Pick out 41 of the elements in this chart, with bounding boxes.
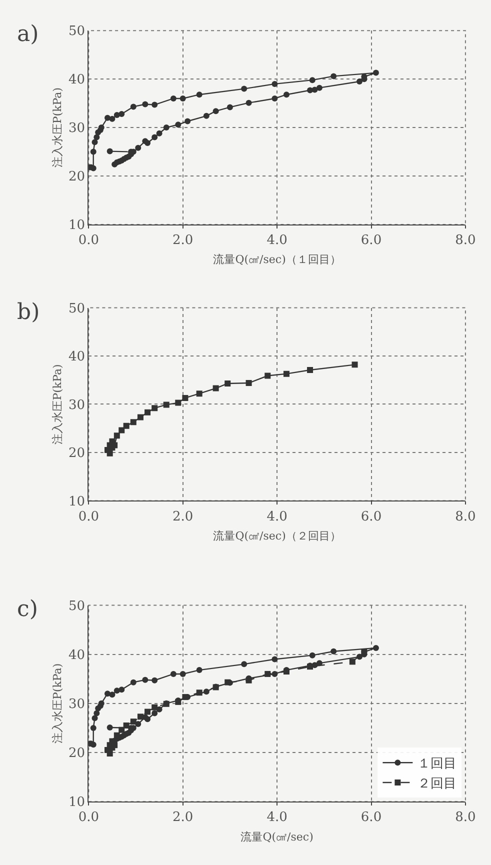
y-tick-label: 10: [68, 494, 86, 510]
y-tick-label: 30: [68, 696, 86, 712]
y-tick-label: 40: [68, 72, 86, 88]
y-tick-label: 20: [68, 746, 86, 762]
x-tick-label: 0.0: [78, 810, 99, 826]
y-tick-label: 10: [68, 795, 86, 810]
x-tick-label: 0.0: [78, 233, 99, 248]
y-tick-label: 20: [68, 446, 86, 462]
chart-title: a): [17, 22, 39, 47]
x-tick-label: 2.0: [172, 509, 194, 524]
x-axis-title: 流量Q(㎠/sec): [240, 830, 314, 844]
x-axis-title: 流量Q(㎠/sec)（２回目）: [213, 530, 341, 542]
y-tick-label: 30: [68, 121, 86, 136]
x-tick-label: 0.0: [78, 509, 99, 524]
x-tick-label: 8.0: [455, 509, 476, 524]
y-tick-label: 50: [68, 598, 86, 614]
chart-title: c): [17, 597, 38, 622]
y-tick-label: 30: [68, 398, 86, 413]
y-axis-title: 注入水圧P(kPa): [51, 87, 64, 168]
legend-label: １回目: [418, 756, 457, 772]
x-tick-label: 6.0: [360, 810, 382, 826]
y-tick-label: 50: [68, 301, 86, 316]
x-tick-label: 2.0: [172, 233, 194, 248]
legend-label: ２回目: [418, 776, 457, 792]
y-axis-title: 注入水圧P(kPa): [51, 364, 64, 444]
x-tick-label: 4.0: [266, 810, 288, 826]
x-tick-label: 6.0: [360, 509, 382, 524]
x-axis-title: 流量Q(㎠/sec)（１回目）: [213, 253, 341, 266]
y-tick-label: 50: [68, 24, 86, 40]
y-tick-label: 20: [68, 170, 86, 185]
x-tick-label: 6.0: [360, 233, 382, 248]
chart-title: b): [17, 300, 40, 325]
x-tick-label: 4.0: [266, 509, 288, 524]
y-tick-label: 40: [68, 350, 86, 365]
y-axis-title: 注入水圧P(kPa): [51, 663, 64, 744]
x-tick-label: 2.0: [172, 810, 194, 826]
x-tick-label: 8.0: [455, 810, 476, 826]
x-tick-label: 8.0: [455, 233, 476, 248]
x-tick-label: 4.0: [266, 233, 288, 248]
y-tick-label: 40: [68, 648, 86, 663]
y-tick-label: 10: [68, 218, 86, 233]
